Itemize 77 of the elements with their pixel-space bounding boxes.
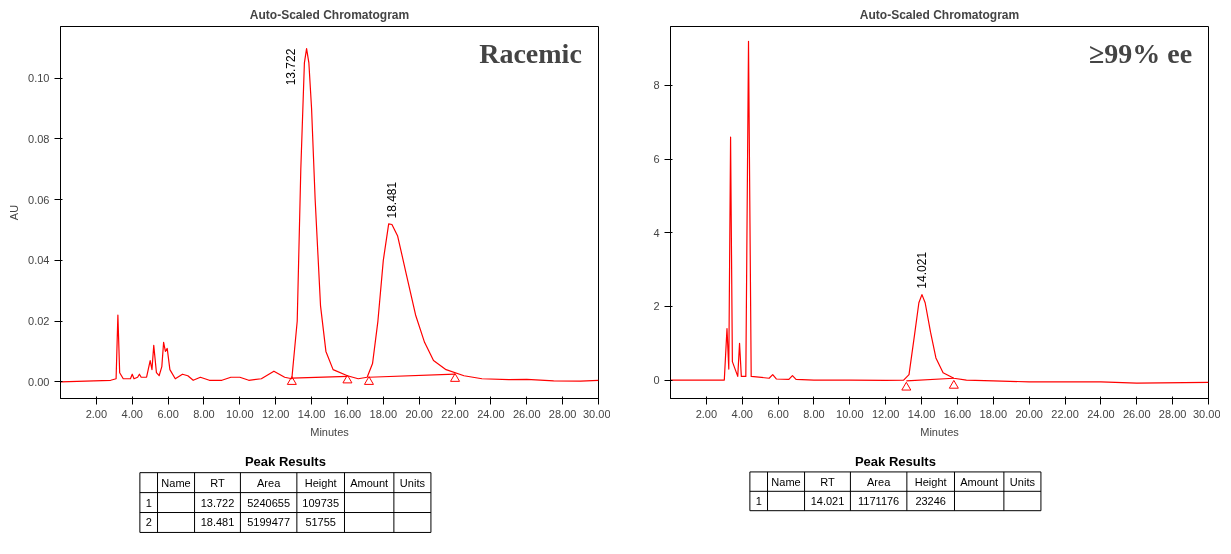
x-tick-label: 10.00 bbox=[226, 407, 254, 420]
text: Amount bbox=[960, 475, 999, 488]
text: 13.722 bbox=[200, 496, 235, 509]
x-tick-label: 2.00 bbox=[85, 407, 108, 420]
y-tick-label: 0 bbox=[653, 374, 660, 387]
x-tick-label: 12.00 bbox=[871, 407, 900, 420]
text: Height bbox=[304, 476, 337, 489]
text: Name bbox=[771, 475, 801, 488]
y-tick-label: 0.06 bbox=[28, 193, 50, 206]
x-tick-label: 22.00 bbox=[1051, 407, 1079, 420]
x-tick-label: 10.00 bbox=[836, 407, 864, 420]
annotation: Racemic bbox=[479, 37, 582, 69]
text: Name bbox=[161, 476, 191, 489]
text: 5240655 bbox=[247, 496, 291, 509]
x-axis-title: Minutes bbox=[310, 425, 350, 438]
x-axis-title: Minutes bbox=[920, 425, 960, 438]
x-tick-label: 30.00 bbox=[582, 407, 611, 420]
text: Height bbox=[914, 475, 947, 488]
y-tick-label: 0.10 bbox=[28, 72, 50, 85]
x-tick-label: 22.00 bbox=[441, 407, 469, 420]
x-tick-label: 28.00 bbox=[1158, 407, 1187, 420]
x-tick-label: 2.00 bbox=[695, 407, 718, 420]
text: RT bbox=[210, 476, 225, 489]
x-tick-label: 20.00 bbox=[1015, 407, 1043, 420]
chart-title: Auto-Scaled Chromatogram bbox=[249, 7, 410, 22]
x-tick-label: 16.00 bbox=[333, 407, 362, 420]
text: 1 bbox=[755, 495, 762, 507]
text: Peak Results bbox=[244, 454, 326, 470]
annotation: 13.722 bbox=[284, 48, 299, 86]
x-tick-label: 4.00 bbox=[731, 407, 753, 420]
x-tick-label: 16.00 bbox=[943, 407, 972, 420]
x-tick-label: 28.00 bbox=[548, 407, 577, 420]
x-tick-label: 26.00 bbox=[1123, 407, 1151, 420]
x-tick-label: 6.00 bbox=[157, 407, 179, 420]
text: Peak Results bbox=[854, 453, 936, 469]
text: Units bbox=[399, 476, 426, 489]
x-tick-label: 8.00 bbox=[193, 407, 215, 420]
text: Area bbox=[257, 476, 282, 489]
x-tick-label: 24.00 bbox=[1087, 407, 1115, 420]
text: 51755 bbox=[305, 516, 336, 529]
y-tick-label: 0.02 bbox=[28, 315, 50, 328]
text: 2 bbox=[145, 516, 152, 529]
x-tick-label: 20.00 bbox=[405, 407, 433, 420]
text: 23246 bbox=[915, 495, 946, 507]
text: RT bbox=[820, 475, 835, 488]
text: Area bbox=[867, 475, 892, 488]
x-tick-label: 18.00 bbox=[369, 407, 398, 420]
y-tick-label: 0.04 bbox=[28, 254, 50, 267]
text: Units bbox=[1009, 475, 1036, 488]
y-tick-label: 6 bbox=[653, 153, 660, 166]
text: 1171176 bbox=[858, 495, 900, 507]
x-tick-label: 30.00 bbox=[1192, 407, 1221, 420]
x-tick-label: 4.00 bbox=[121, 407, 143, 420]
annotation: 14.021 bbox=[915, 251, 930, 289]
y-tick-label: 2 bbox=[653, 300, 660, 313]
text: 109735 bbox=[302, 496, 340, 509]
y-axis-title: AU bbox=[8, 204, 21, 221]
y-tick-label: 0.00 bbox=[28, 375, 50, 388]
text: 5199477 bbox=[247, 516, 291, 529]
x-tick-label: 6.00 bbox=[767, 407, 789, 420]
y-tick-label: 0.08 bbox=[28, 132, 50, 145]
x-tick-label: 24.00 bbox=[477, 407, 505, 420]
text: 1 bbox=[145, 496, 152, 509]
x-tick-label: 12.00 bbox=[261, 407, 290, 420]
x-tick-label: 26.00 bbox=[513, 407, 541, 420]
text: Amount bbox=[350, 476, 389, 489]
x-tick-label: 14.00 bbox=[297, 407, 326, 420]
annotation: 18.481 bbox=[385, 181, 400, 219]
annotation: ≥99% ee bbox=[1088, 37, 1193, 69]
x-tick-label: 8.00 bbox=[803, 407, 825, 420]
x-tick-label: 18.00 bbox=[979, 407, 1008, 420]
chart-title: Auto-Scaled Chromatogram bbox=[859, 7, 1020, 22]
y-tick-label: 4 bbox=[653, 226, 660, 239]
text: 14.021 bbox=[810, 495, 845, 507]
y-tick-label: 8 bbox=[653, 79, 660, 92]
text: 18.481 bbox=[200, 516, 235, 529]
x-tick-label: 14.00 bbox=[907, 407, 936, 420]
